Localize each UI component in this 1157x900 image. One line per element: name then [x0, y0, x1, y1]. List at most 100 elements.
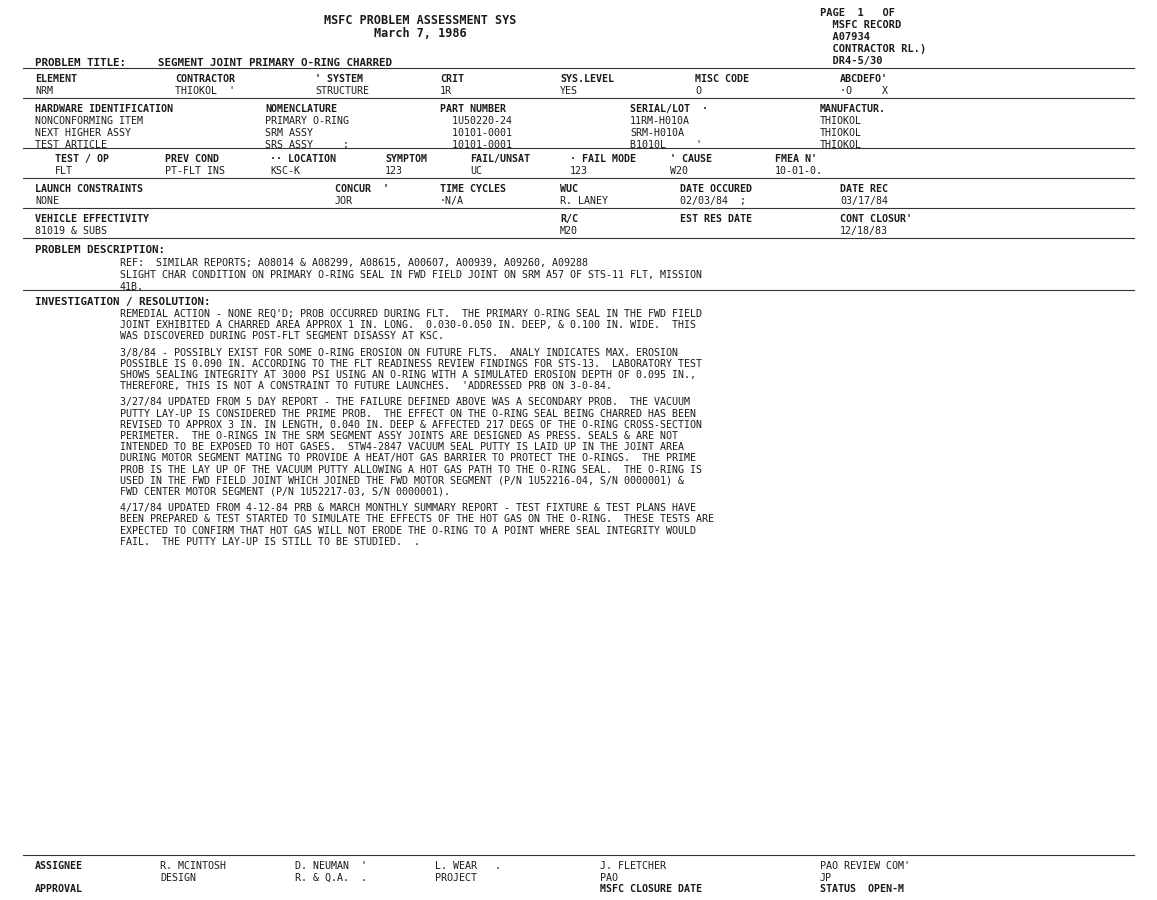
Text: CONTRACTOR RL.): CONTRACTOR RL.) [820, 44, 927, 54]
Text: 10101-0001: 10101-0001 [440, 140, 513, 150]
Text: FAIL.  THE PUTTY LAY-UP IS STILL TO BE STUDIED.  .: FAIL. THE PUTTY LAY-UP IS STILL TO BE ST… [120, 536, 420, 547]
Text: 1R: 1R [440, 86, 452, 96]
Text: YES: YES [560, 86, 578, 96]
Text: THIOKOL  ': THIOKOL ' [175, 86, 235, 96]
Text: SEGMENT JOINT PRIMARY O-RING CHARRED: SEGMENT JOINT PRIMARY O-RING CHARRED [145, 58, 392, 68]
Text: DR4-5/30: DR4-5/30 [820, 56, 883, 66]
Text: MSFC PROBLEM ASSESSMENT SYS: MSFC PROBLEM ASSESSMENT SYS [324, 14, 516, 27]
Text: R/C: R/C [560, 214, 578, 224]
Text: FWD CENTER MOTOR SEGMENT (P/N 1U52217-03, S/N 0000001).: FWD CENTER MOTOR SEGMENT (P/N 1U52217-03… [120, 487, 450, 497]
Text: March 7, 1986: March 7, 1986 [374, 27, 466, 40]
Text: PREV COND: PREV COND [165, 154, 219, 164]
Text: USED IN THE FWD FIELD JOINT WHICH JOINED THE FWD MOTOR SEGMENT (P/N 1U52216-04, : USED IN THE FWD FIELD JOINT WHICH JOINED… [120, 476, 684, 486]
Text: REF:  SIMILAR REPORTS; A08014 & A08299, A08615, A00607, A00939, A09260, A09288: REF: SIMILAR REPORTS; A08014 & A08299, A… [120, 258, 588, 268]
Text: 3/27/84 UPDATED FROM 5 DAY REPORT - THE FAILURE DEFINED ABOVE WAS A SECONDARY PR: 3/27/84 UPDATED FROM 5 DAY REPORT - THE … [120, 398, 690, 408]
Text: FLT: FLT [56, 166, 73, 176]
Text: ·N/A: ·N/A [440, 196, 464, 206]
Text: EST RES DATE: EST RES DATE [680, 214, 752, 224]
Text: MSFC CLOSURE DATE: MSFC CLOSURE DATE [600, 884, 702, 894]
Text: ASSIGNEE: ASSIGNEE [35, 861, 83, 871]
Text: ' SYSTEM: ' SYSTEM [315, 74, 363, 84]
Text: NONCONFORMING ITEM: NONCONFORMING ITEM [35, 116, 143, 126]
Text: ABCDEFO': ABCDEFO' [840, 74, 889, 84]
Text: CONCUR  ': CONCUR ' [336, 184, 389, 194]
Text: DATE REC: DATE REC [840, 184, 889, 194]
Text: M20: M20 [560, 226, 578, 236]
Text: NONE: NONE [35, 196, 59, 206]
Text: PROBLEM TITLE:: PROBLEM TITLE: [35, 58, 126, 68]
Text: PAO: PAO [600, 873, 618, 883]
Text: PROBLEM DESCRIPTION:: PROBLEM DESCRIPTION: [35, 245, 165, 255]
Text: SRS ASSY     ;: SRS ASSY ; [265, 140, 349, 150]
Text: PROB IS THE LAY UP OF THE VACUUM PUTTY ALLOWING A HOT GAS PATH TO THE O-RING SEA: PROB IS THE LAY UP OF THE VACUUM PUTTY A… [120, 464, 702, 474]
Text: NRM: NRM [35, 86, 53, 96]
Text: ·O     X: ·O X [840, 86, 889, 96]
Text: EXPECTED TO CONFIRM THAT HOT GAS WILL NOT ERODE THE O-RING TO A POINT WHERE SEAL: EXPECTED TO CONFIRM THAT HOT GAS WILL NO… [120, 526, 697, 536]
Text: 02/03/84  ;: 02/03/84 ; [680, 196, 746, 206]
Text: SHOWS SEALING INTEGRITY AT 3000 PSI USING AN O-RING WITH A SIMULATED EROSION DEP: SHOWS SEALING INTEGRITY AT 3000 PSI USIN… [120, 370, 697, 380]
Text: 3/8/84 - POSSIBLY EXIST FOR SOME O-RING EROSION ON FUTURE FLTS.  ANALY INDICATES: 3/8/84 - POSSIBLY EXIST FOR SOME O-RING … [120, 347, 678, 357]
Text: STATUS  OPEN-M: STATUS OPEN-M [820, 884, 904, 894]
Text: TEST / OP: TEST / OP [56, 154, 109, 164]
Text: NOMENCLATURE: NOMENCLATURE [265, 104, 337, 114]
Text: INTENDED TO BE EXPOSED TO HOT GASES.  STW4-2847 VACUUM SEAL PUTTY IS LAID UP IN : INTENDED TO BE EXPOSED TO HOT GASES. STW… [120, 442, 684, 452]
Text: J. FLETCHER: J. FLETCHER [600, 861, 666, 871]
Text: SLIGHT CHAR CONDITION ON PRIMARY O-RING SEAL IN FWD FIELD JOINT ON SRM A57 OF ST: SLIGHT CHAR CONDITION ON PRIMARY O-RING … [120, 270, 702, 280]
Text: 123: 123 [385, 166, 403, 176]
Text: 1U50220-24: 1U50220-24 [440, 116, 513, 126]
Text: REVISED TO APPROX 3 IN. IN LENGTH, 0.040 IN. DEEP & AFFECTED 217 DEGS OF THE O-R: REVISED TO APPROX 3 IN. IN LENGTH, 0.040… [120, 419, 702, 430]
Text: SRM-H010A: SRM-H010A [631, 128, 684, 138]
Text: JP: JP [820, 873, 832, 883]
Text: 81019 & SUBS: 81019 & SUBS [35, 226, 106, 236]
Text: SYMPTOM: SYMPTOM [385, 154, 427, 164]
Text: TEST ARTICLE: TEST ARTICLE [35, 140, 106, 150]
Text: TIME CYCLES: TIME CYCLES [440, 184, 506, 194]
Text: THEREFORE, THIS IS NOT A CONSTRAINT TO FUTURE LAUNCHES.  'ADDRESSED PRB ON 3-0-8: THEREFORE, THIS IS NOT A CONSTRAINT TO F… [120, 382, 612, 392]
Text: MANUFACTUR.: MANUFACTUR. [820, 104, 886, 114]
Text: ELEMENT: ELEMENT [35, 74, 78, 84]
Text: FAIL/UNSAT: FAIL/UNSAT [470, 154, 530, 164]
Text: CONTRACTOR: CONTRACTOR [175, 74, 235, 84]
Text: HARDWARE IDENTIFICATION: HARDWARE IDENTIFICATION [35, 104, 174, 114]
Text: PART NUMBER: PART NUMBER [440, 104, 506, 114]
Text: PAGE  1   OF: PAGE 1 OF [820, 8, 896, 18]
Text: PT-FLT INS: PT-FLT INS [165, 166, 224, 176]
Text: W20: W20 [670, 166, 688, 176]
Text: JOR: JOR [336, 196, 353, 206]
Text: PERIMETER.  THE O-RINGS IN THE SRM SEGMENT ASSY JOINTS ARE DESIGNED AS PRESS. SE: PERIMETER. THE O-RINGS IN THE SRM SEGMEN… [120, 431, 678, 441]
Text: THIOKOL: THIOKOL [820, 128, 862, 138]
Text: 03/17/84: 03/17/84 [840, 196, 889, 206]
Text: UC: UC [470, 166, 482, 176]
Text: CRIT: CRIT [440, 74, 464, 84]
Text: B1010L     ': B1010L ' [631, 140, 702, 150]
Text: 4/17/84 UPDATED FROM 4-12-84 PRB & MARCH MONTHLY SUMMARY REPORT - TEST FIXTURE &: 4/17/84 UPDATED FROM 4-12-84 PRB & MARCH… [120, 503, 697, 513]
Text: INVESTIGATION / RESOLUTION:: INVESTIGATION / RESOLUTION: [35, 297, 211, 307]
Text: D. NEUMAN  ': D. NEUMAN ' [295, 861, 367, 871]
Text: ·· LOCATION: ·· LOCATION [270, 154, 336, 164]
Text: DURING MOTOR SEGMENT MATING TO PROVIDE A HEAT/HOT GAS BARRIER TO PROTECT THE O-R: DURING MOTOR SEGMENT MATING TO PROVIDE A… [120, 454, 697, 464]
Text: LAUNCH CONSTRAINTS: LAUNCH CONSTRAINTS [35, 184, 143, 194]
Text: PROJECT: PROJECT [435, 873, 477, 883]
Text: WUC: WUC [560, 184, 578, 194]
Text: THIOKOL: THIOKOL [820, 140, 862, 150]
Text: R. & Q.A.  .: R. & Q.A. . [295, 873, 367, 883]
Text: DATE OCCURED: DATE OCCURED [680, 184, 752, 194]
Text: 12/18/83: 12/18/83 [840, 226, 889, 236]
Text: O: O [695, 86, 701, 96]
Text: FMEA N': FMEA N' [775, 154, 817, 164]
Text: PRIMARY O-RING: PRIMARY O-RING [265, 116, 349, 126]
Text: ' CAUSE: ' CAUSE [670, 154, 712, 164]
Text: R. MCINTOSH: R. MCINTOSH [160, 861, 226, 871]
Text: MSFC RECORD: MSFC RECORD [820, 20, 901, 30]
Text: 10-01-0.: 10-01-0. [775, 166, 823, 176]
Text: L. WEAR   .: L. WEAR . [435, 861, 501, 871]
Text: APPROVAL: APPROVAL [35, 884, 83, 894]
Text: DESIGN: DESIGN [160, 873, 196, 883]
Text: CONT CLOSUR': CONT CLOSUR' [840, 214, 912, 224]
Text: BEEN PREPARED & TEST STARTED TO SIMULATE THE EFFECTS OF THE HOT GAS ON THE O-RIN: BEEN PREPARED & TEST STARTED TO SIMULATE… [120, 515, 714, 525]
Text: JOINT EXHIBITED A CHARRED AREA APPROX 1 IN. LONG.  0.030-0.050 IN. DEEP, & 0.100: JOINT EXHIBITED A CHARRED AREA APPROX 1 … [120, 320, 697, 330]
Text: SRM ASSY: SRM ASSY [265, 128, 314, 138]
Text: 123: 123 [570, 166, 588, 176]
Text: SYS.LEVEL: SYS.LEVEL [560, 74, 614, 84]
Text: MISC CODE: MISC CODE [695, 74, 749, 84]
